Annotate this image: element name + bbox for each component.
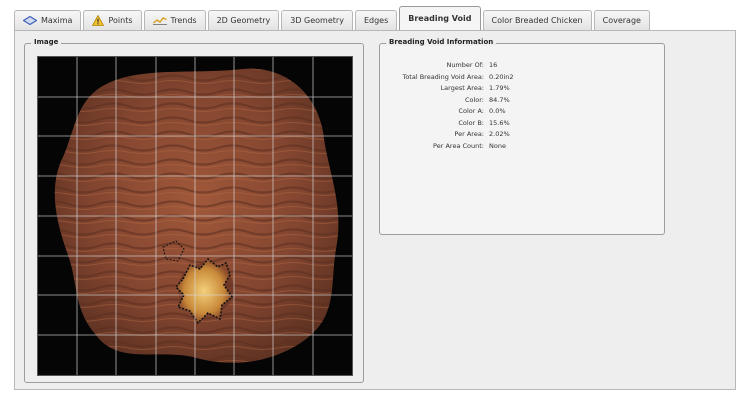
tab-label: Edges — [363, 16, 389, 25]
info-group-title: Breading Void Information — [386, 38, 497, 46]
info-label: Color B: — [458, 118, 484, 127]
inspection-image — [37, 56, 353, 376]
tab-label: Points — [108, 16, 133, 25]
info-label: Total Breading Void Area: — [402, 72, 484, 81]
info-row: Color B: 15.6% — [380, 119, 666, 130]
info-row: Color A: 0.0% — [380, 107, 666, 118]
tab-label: Trends — [170, 16, 197, 25]
info-label: Per Area Count: — [433, 141, 484, 150]
info-row: Color: 84.7% — [380, 96, 666, 107]
image-group-title: Image — [31, 38, 62, 46]
tab-content-panel: Image — [14, 30, 736, 390]
info-value: 16 — [489, 61, 498, 69]
warning-icon — [92, 15, 105, 26]
info-value: 0.20in2 — [489, 72, 514, 81]
tab-label: Maxima — [41, 16, 73, 25]
image-group: Image — [24, 38, 364, 383]
tab-maxima[interactable]: Maxima — [14, 10, 82, 30]
info-row: Per Area Count: None — [380, 142, 666, 153]
tab-color-breaded-chicken[interactable]: Color Breaded Chicken — [482, 10, 592, 30]
info-label: Per Area: — [454, 130, 484, 138]
info-label: Color: — [464, 95, 484, 104]
info-row: Per Area: 2.02% — [380, 130, 666, 141]
trend-icon — [152, 17, 167, 25]
info-label: Largest Area: — [440, 84, 484, 92]
tab-trends[interactable]: Trends — [143, 10, 206, 30]
tab-label: Coverage — [602, 16, 641, 25]
info-value: 84.7% — [489, 95, 510, 104]
tab-label: Breading Void — [408, 14, 472, 23]
tab-edges[interactable]: Edges — [354, 10, 398, 30]
breaded-product-image — [38, 57, 352, 375]
info-row: Total Breading Void Area: 0.20in2 — [380, 73, 666, 84]
diamond-icon — [23, 16, 37, 25]
tab-2d-geometry[interactable]: 2D Geometry — [207, 10, 280, 30]
info-value: None — [489, 141, 506, 150]
info-value: 1.79% — [489, 84, 510, 92]
tab-label: 3D Geometry — [290, 16, 344, 25]
tab-label: 2D Geometry — [216, 16, 271, 25]
info-value: 15.6% — [489, 118, 510, 127]
breading-void-info-group: Breading Void Information Number Of: 16 To… — [379, 38, 666, 235]
info-value: 0.0% — [489, 107, 506, 115]
void-outline — [174, 257, 234, 325]
tab-breading-void[interactable]: Breading Void — [399, 6, 481, 30]
tab-label: Color Breaded Chicken — [491, 16, 583, 25]
tab-points[interactable]: Points — [83, 10, 142, 30]
info-label: Number Of: — [446, 61, 484, 69]
info-value: 2.02% — [489, 130, 510, 138]
tab-3d-geometry[interactable]: 3D Geometry — [281, 10, 353, 30]
grid-overlay — [38, 57, 352, 375]
tab-coverage[interactable]: Coverage — [593, 10, 650, 30]
info-row: Number Of: 16 — [380, 61, 666, 72]
info-row: Largest Area: 1.79% — [380, 84, 666, 95]
info-label: Color A: — [458, 107, 484, 115]
tab-bar: Maxima Points Trends 2D Geometry 3D Geom… — [14, 6, 652, 30]
